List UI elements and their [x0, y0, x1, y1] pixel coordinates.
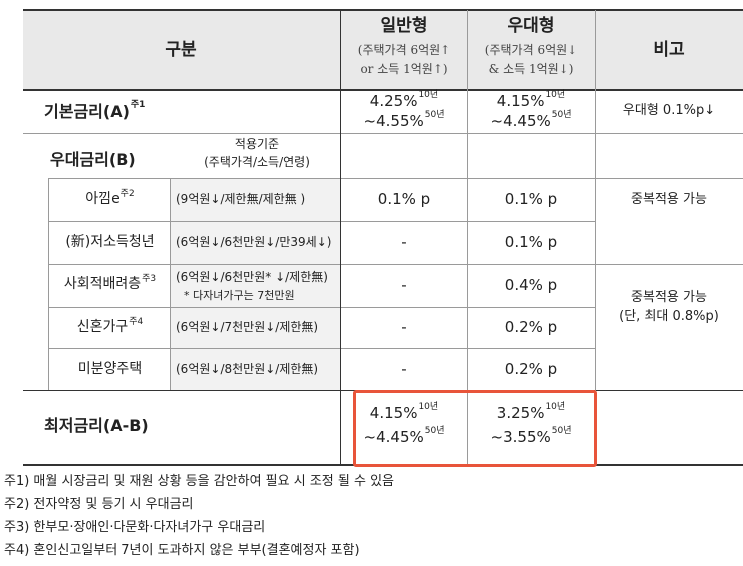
- divider: [48, 178, 743, 179]
- row-criteria: (6억원↓/6천만원* ↓/제한無): [176, 270, 328, 284]
- criteria-column-background: [170, 178, 341, 390]
- header-category: 구분: [165, 40, 197, 60]
- column-line: [467, 10, 468, 465]
- row-indent-line: [48, 178, 49, 390]
- header-preferred-note: & 소득 1억원↓): [488, 62, 574, 76]
- table-top-border: [23, 9, 743, 11]
- divider: [48, 221, 595, 222]
- row-preferred-rate: 0.2% p: [504, 360, 558, 378]
- header-preferred: 우대형: [507, 16, 555, 36]
- row-criteria: (6억원↓/8천만원↓/제한無): [176, 362, 319, 376]
- header-general-note: or 소득 1억원↑): [360, 62, 448, 76]
- lowest-rate-general: 4.15%10년: [369, 402, 439, 422]
- group-remark: 중복적용 가능: [631, 290, 707, 305]
- row-preferred-rate: 0.1% p: [504, 233, 558, 251]
- base-rate-general: ~4.55%50년: [363, 110, 445, 130]
- row-name: 아낌e주2: [85, 189, 135, 207]
- row-criteria: (6억원↓/7천만원↓/제한無): [176, 320, 319, 334]
- row-name: (新)저소득청년: [65, 234, 155, 250]
- column-line: [340, 10, 341, 465]
- header-bottom-border: [23, 89, 743, 91]
- row-preferred-rate: 0.4% p: [504, 276, 558, 294]
- lowest-rate-general: ~4.45%50년: [363, 426, 445, 446]
- row-remark: 중복적용 가능: [631, 192, 707, 207]
- row-preferred-rate: 0.2% p: [504, 318, 558, 336]
- divider: [48, 307, 595, 308]
- row-name: 미분양주택: [77, 361, 143, 377]
- lowest-rate-preferred: ~3.55%50년: [490, 426, 572, 446]
- row-name: 사회적배려층주3: [63, 274, 157, 292]
- row-general-rate: -: [401, 276, 407, 294]
- lowest-rate-label: 최저금리(A-B): [44, 416, 149, 435]
- footnote: 주3) 한부모·장애인·다문화·다자녀가구 우대금리: [4, 520, 266, 535]
- row-general-rate: -: [401, 360, 407, 378]
- row-criteria-note: * 다자녀가구는 7천만원: [184, 289, 295, 302]
- column-line: [170, 178, 171, 390]
- row-criteria: (9억원↓/제한無/제한無 ): [176, 192, 306, 206]
- row-general-rate: -: [401, 233, 407, 251]
- footnote: 주4) 혼인신고일부터 7년이 도과하지 않은 부부(결혼예정자 포함): [4, 543, 360, 558]
- row-name: 신혼가구주4: [76, 317, 144, 335]
- criteria-title: (주택가격/소득/연령): [204, 155, 310, 169]
- header-preferred-note: (주택가격 6억원↓: [484, 43, 578, 57]
- row-criteria: (6억원↓/6천만원↓/만39세↓): [176, 235, 332, 249]
- header-general: 일반형: [380, 16, 428, 36]
- base-rate-general: 4.25%10년: [369, 90, 439, 110]
- lowest-rate-highlight-box: [353, 390, 597, 467]
- criteria-title: 적용기준: [234, 137, 280, 151]
- base-rate-preferred: ~4.45%50년: [490, 110, 572, 130]
- divider: [23, 133, 743, 134]
- header-general-note: (주택가격 6억원↑: [357, 43, 451, 57]
- row-general-rate: 0.1% p: [377, 190, 431, 208]
- divider: [48, 264, 743, 265]
- row-general-rate: -: [401, 318, 407, 336]
- divider: [48, 348, 595, 349]
- base-rate-remark: 우대형 0.1%p↓: [622, 103, 716, 118]
- preferential-label: 우대금리(B): [50, 150, 136, 169]
- row-preferred-rate: 0.1% p: [504, 190, 558, 208]
- column-line: [595, 10, 596, 465]
- base-rate-label: 기본금리(A)주1: [44, 100, 146, 121]
- header-remarks: 비고: [653, 40, 685, 60]
- lowest-rate-preferred: 3.25%10년: [496, 402, 566, 422]
- footnote: 주1) 매월 시장금리 및 재원 상황 등을 감안하여 필요 시 조정 될 수 …: [4, 474, 394, 489]
- header-background: [23, 10, 743, 90]
- footnote: 주2) 전자약정 및 등기 시 우대금리: [4, 497, 194, 512]
- base-rate-preferred: 4.15%10년: [496, 90, 566, 110]
- group-remark: (단, 최대 0.8%p): [619, 309, 719, 324]
